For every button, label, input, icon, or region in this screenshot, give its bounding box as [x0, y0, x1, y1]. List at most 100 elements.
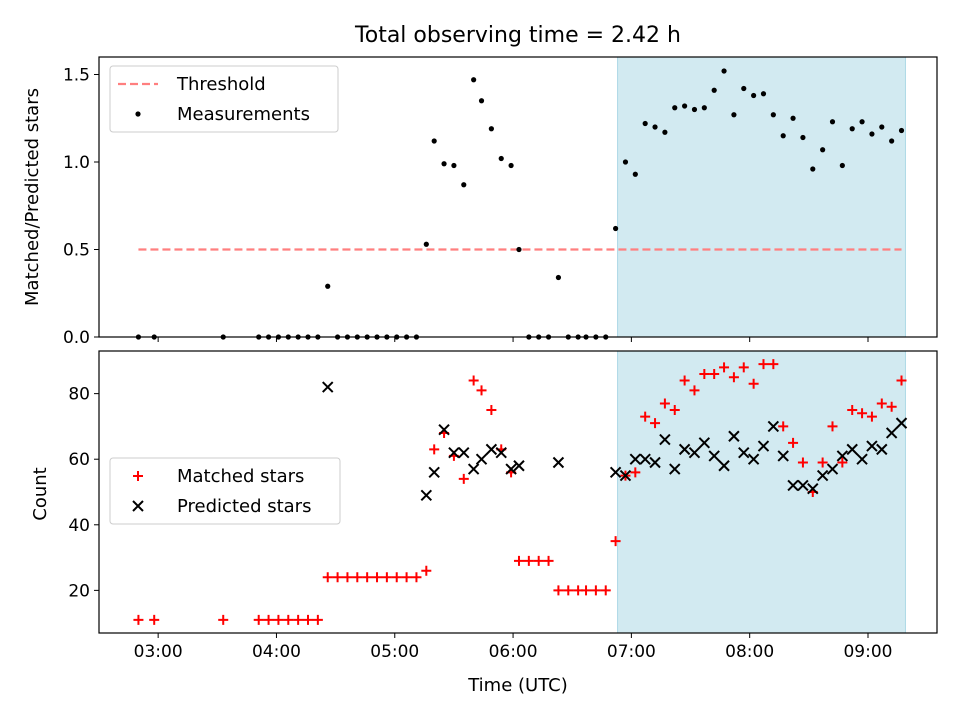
top-plot-area: 0.0 0.5 1.0 1.5: [63, 56, 938, 348]
bottom-x-marker: [552, 456, 565, 469]
top-point-0: [721, 68, 727, 74]
top-point-0: [701, 105, 707, 111]
bottom-plus-marker: [332, 572, 343, 583]
top-point-0: [498, 155, 504, 162]
bottom-x-tick-label: 03:00: [134, 642, 183, 662]
bottom-plus-marker: [381, 572, 392, 583]
bottom-plus-marker: [342, 572, 353, 583]
top-point-0: [829, 119, 836, 125]
bottom-plus-marker: [468, 375, 479, 386]
bottom-frame: [98, 350, 938, 634]
top-point-0: [471, 77, 477, 83]
top-point-0: [820, 147, 826, 153]
top-point-0: [488, 126, 494, 132]
bottom-x-marker: [505, 463, 517, 475]
top-point-0: [889, 138, 895, 144]
bottom-plus-marker: [421, 565, 432, 576]
bottom-x-marker: [807, 483, 819, 495]
top-y-axis-label: Matched/Predicted stars: [22, 88, 43, 306]
bottom-x-marker: [639, 453, 651, 465]
bottom-x-marker: [688, 446, 701, 459]
bottom-plus-marker: [476, 385, 487, 396]
top-point-0: [441, 161, 447, 167]
bottom-x-marker: [836, 450, 849, 462]
top-point-0: [478, 98, 485, 104]
bottom-plus-marker: [778, 421, 789, 432]
bottom-plus-marker: [728, 372, 739, 383]
bottom-x-marker: [876, 443, 888, 456]
bottom-y-tick-label: 80: [68, 385, 90, 405]
bottom-x-marker: [609, 466, 622, 479]
top-point-0: [810, 166, 816, 172]
top-y-tick-label: 0.5: [63, 241, 90, 261]
chart-title: Total observing time = 2.42 h: [354, 23, 681, 48]
top-point-0: [682, 103, 688, 109]
bottom-x-marker: [866, 440, 878, 452]
bottom-plus-marker: [543, 555, 554, 566]
bottom-x-marker: [777, 450, 789, 462]
bottom-x-marker: [420, 489, 433, 501]
bottom-x-marker: [513, 460, 525, 472]
bottom-x-marker: [428, 466, 440, 479]
bottom-plus-marker: [768, 359, 779, 370]
top-point-0: [859, 119, 865, 125]
bottom-x-tick-label: 05:00: [370, 642, 419, 662]
top-point-0: [461, 182, 467, 188]
top-point-0: [898, 127, 905, 134]
bottom-plus-marker: [797, 457, 808, 468]
bottom-plus-marker: [563, 585, 574, 596]
bottom-plus-marker: [630, 467, 641, 478]
legend-matched-swatch: [133, 471, 143, 481]
bottom-x-marker: [475, 453, 488, 465]
top-point-0: [760, 91, 767, 97]
bottom-plus-marker: [610, 536, 621, 547]
top-point-0: [800, 134, 806, 141]
bottom-plus-marker: [553, 585, 564, 596]
top-point-0: [662, 129, 668, 135]
bottom-plus-marker: [581, 585, 592, 596]
top-point-0: [741, 85, 747, 92]
bottom-y-axis-label: Count: [30, 467, 51, 520]
top-point-0: [751, 92, 757, 99]
bottom-y-tick-label: 40: [68, 516, 90, 536]
bottom-plus-marker: [689, 385, 700, 396]
bottom-x-marker: [708, 450, 720, 462]
legend-matched-label: Matched stars: [177, 466, 304, 487]
bottom-plus-marker: [827, 421, 838, 432]
bottom-plus-marker: [533, 555, 544, 566]
bottom-x-marker: [448, 446, 460, 459]
bottom-x-marker: [659, 433, 671, 446]
top-point-0: [879, 124, 885, 130]
bottom-x-marker: [485, 443, 498, 456]
top-point-0: [691, 106, 698, 113]
bottom-plus-marker: [709, 368, 720, 379]
bottom-plus-marker: [679, 375, 690, 386]
bottom-x-tick-label: 06:00: [489, 642, 538, 662]
bottom-x-marker: [846, 443, 858, 456]
top-point-0: [839, 162, 845, 169]
bottom-plus-marker: [293, 614, 304, 625]
bottom-plus-marker: [758, 359, 769, 370]
bottom-plus-marker: [650, 418, 661, 429]
bottom-plus-marker: [837, 457, 848, 468]
bottom-plus-marker: [322, 572, 333, 583]
bottom-plus-marker: [362, 572, 373, 583]
top-point-0: [451, 162, 457, 169]
bottom-plus-marker: [149, 614, 160, 625]
top-point-0: [423, 241, 429, 247]
bottom-x-marker: [629, 453, 642, 465]
bottom-x-marker: [619, 469, 632, 482]
bottom-plus-marker: [699, 368, 710, 379]
bottom-plus-marker: [133, 614, 144, 625]
top-point-0: [431, 138, 437, 144]
bottom-plus-marker: [411, 572, 422, 583]
bottom-plus-marker: [352, 572, 363, 583]
top-point-0: [770, 112, 776, 118]
bottom-x-marker: [757, 440, 770, 452]
bottom-x-marker: [678, 443, 691, 456]
top-point-0: [652, 124, 658, 130]
x-axis-label: Time (UTC): [467, 675, 568, 696]
top-point-0: [711, 87, 717, 93]
bottom-x-marker: [649, 456, 661, 469]
bottom-x-tick-label: 09:00: [843, 642, 892, 662]
